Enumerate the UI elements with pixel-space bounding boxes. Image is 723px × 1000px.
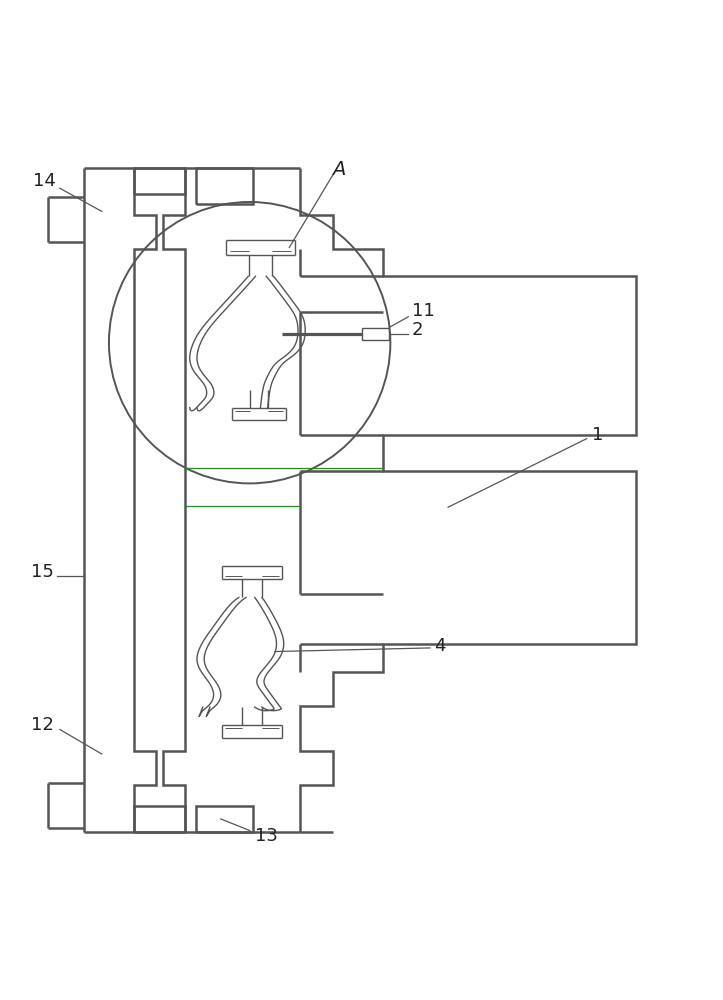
Text: 15: 15 <box>31 563 54 581</box>
Text: 11: 11 <box>412 302 435 320</box>
Text: A: A <box>332 160 345 179</box>
Text: 12: 12 <box>31 716 54 734</box>
Text: 1: 1 <box>592 426 604 444</box>
Text: 4: 4 <box>434 637 445 655</box>
Text: 2: 2 <box>412 321 424 339</box>
Text: 13: 13 <box>254 827 278 845</box>
Text: 14: 14 <box>33 172 56 190</box>
